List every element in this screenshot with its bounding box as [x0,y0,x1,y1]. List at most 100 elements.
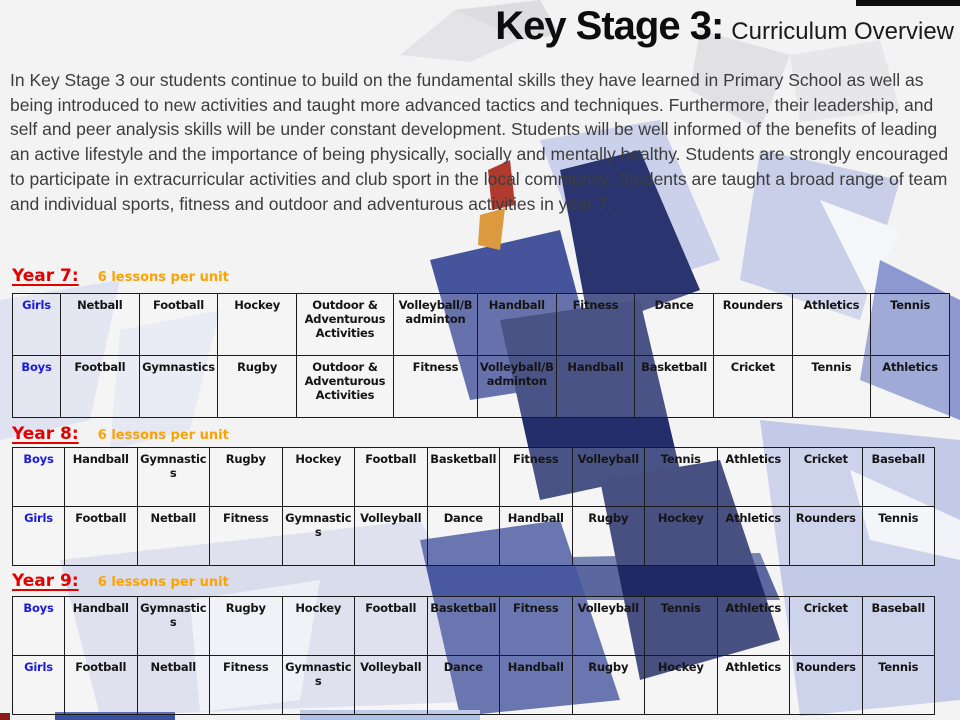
sport-cell: Basketball [426,596,500,656]
sport-cell: Handball [64,447,138,507]
sport-cell: Athletics [716,655,790,715]
sport-cell: Athletics [716,447,790,507]
sport-cell: Baseball [861,596,935,656]
year7-heading-row: Year 7: 6 lessons per unit [12,266,950,286]
sport-cell: Tennis [644,596,718,656]
sport-cell: Volleyball/Badminton [392,293,478,356]
sport-cell: Hockey [644,506,718,566]
sport-cell: Hockey [281,447,355,507]
top-black-bar [856,0,960,6]
sport-cell: Volleyball [354,506,428,566]
sport-cell: Athletics [716,596,790,656]
year9-lessons-note: 6 lessons per unit [97,575,229,590]
sport-cell: Athletics [716,506,790,566]
sport-cell: Rounders [789,655,863,715]
sport-cell: Gymnastics [136,447,210,507]
sport-cell: Basketball [426,447,500,507]
sport-cell: Rugby [571,655,645,715]
sport-cell: Volleyball [571,596,645,656]
sport-cell: Cricket [712,355,793,418]
sport-cell: Handball [64,596,138,656]
sport-cell: Basketball [634,355,714,418]
sport-cell: Volleyball [571,447,645,507]
sport-cell: Handball [555,355,636,418]
year8-table: Boys Handball Gymnastics Rugby Hockey Footbal… [12,447,935,566]
year9-heading-row: Year 9: 6 lessons per unit [12,571,935,591]
row-label: Boys [12,447,65,507]
table-row: Boys Handball Gymnastics Rugby Hockey Footbal… [12,447,935,507]
sport-cell: Fitness [209,655,283,715]
table-row: Girls Football Netball Fitness Gymnastics Vol… [12,506,935,566]
sport-cell: Netball [60,293,140,356]
sport-cell: Fitness [555,293,636,356]
sport-cell: Handball [499,655,573,715]
sport-cell: Gymnastics [281,655,355,715]
sport-cell: Football [138,293,219,356]
row-label: Boys [12,596,65,656]
year7-lessons-note: 6 lessons per unit [97,270,229,285]
sport-cell: Rugby [209,596,283,656]
section-year-9: Year 9: 6 lessons per unit Boys Handball G… [12,571,935,715]
row-label: Boys [12,355,61,418]
sport-cell: Hockey [644,655,718,715]
sport-cell: Fitness [392,355,478,418]
sport-cell: Gymnastics [136,596,210,656]
sport-cell: Tennis [870,293,950,356]
sport-cell: Tennis [861,655,935,715]
page-title: Key Stage 3: Curriculum Overview [0,4,954,49]
sport-cell: Volleyball/Badminton [476,355,557,418]
sport-cell: Baseball [861,447,935,507]
year8-heading: Year 8: [12,424,79,444]
sport-cell: Tennis [644,447,718,507]
sport-cell: Football [354,447,428,507]
sport-cell: Cricket [789,447,863,507]
sport-cell: Hockey [281,596,355,656]
sport-cell: Dance [426,655,500,715]
sport-cell: Fitness [499,447,573,507]
year7-heading: Year 7: [12,266,79,286]
table-row: Boys Football Gymnastics Rugby Outdoor & Adv… [12,355,950,418]
sport-cell: Tennis [861,506,935,566]
year9-table: Boys Handball Gymnastics Rugby Hockey Footbal… [12,596,935,715]
sport-cell: Dance [426,506,500,566]
sport-cell: Gymnastics [281,506,355,566]
sport-cell: Athletics [791,293,872,356]
table-row: Girls Football Netball Fitness Gymnastics Vol… [12,655,935,715]
row-label: Girls [12,506,65,566]
year8-lessons-note: 6 lessons per unit [97,428,229,443]
intro-paragraph: In Key Stage 3 our students continue to … [10,70,949,214]
sport-cell: Outdoor & Adventurous Activities [295,355,394,418]
table-row: Boys Handball Gymnastics Rugby Hockey Footbal… [12,596,935,656]
sport-cell: Tennis [791,355,872,418]
sport-cell: Football [354,596,428,656]
sport-cell: Handball [476,293,557,356]
sport-cell: Netball [136,506,210,566]
sport-cell: Rugby [571,506,645,566]
year8-heading-row: Year 8: 6 lessons per unit [12,424,935,444]
table-row: Girls Netball Football Hockey Outdoor & Adve… [12,293,950,356]
sport-cell: Rugby [217,355,297,418]
section-year-7: Year 7: 6 lessons per unit Girls Netball F… [12,266,950,418]
sport-cell: Netball [136,655,210,715]
sport-cell: Rounders [712,293,793,356]
sport-cell: Cricket [789,596,863,656]
title-subtitle: Curriculum Overview [731,18,954,45]
sport-cell: Football [64,506,138,566]
sport-cell: Fitness [499,596,573,656]
sport-cell: Rugby [209,447,283,507]
sport-cell: Football [64,655,138,715]
row-label: Girls [12,655,65,715]
row-label: Girls [12,293,61,356]
section-year-8: Year 8: 6 lessons per unit Boys Handball G… [12,424,935,566]
sport-cell: Hockey [217,293,297,356]
sport-cell: Outdoor & Adventurous Activities [295,293,394,356]
sport-cell: Volleyball [354,655,428,715]
sport-cell: Athletics [870,355,950,418]
year9-heading: Year 9: [12,571,79,591]
title-main: Key Stage 3: [495,4,724,48]
sport-cell: Handball [499,506,573,566]
year7-table: Girls Netball Football Hockey Outdoor & Adve… [12,293,950,418]
sport-cell: Football [60,355,140,418]
sport-cell: Fitness [209,506,283,566]
